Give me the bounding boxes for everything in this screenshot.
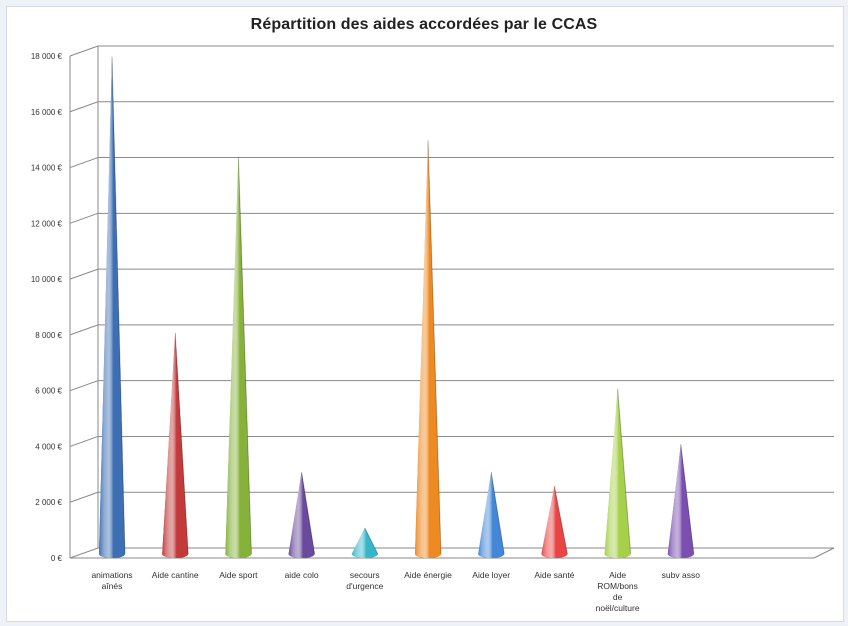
cone-6 [415,140,442,558]
gridline-side [69,157,99,169]
cone-edge [237,156,252,555]
x-category-label: subv asso [662,570,701,580]
gridline-side [69,324,99,336]
cone-shading [351,527,378,558]
cone-edge [680,444,695,555]
gridline-side [69,380,99,392]
gridline-side [69,491,99,503]
chart-cones [99,56,695,558]
y-tick-label: 6 000 € [35,387,62,396]
x-category-label: aide colo [285,570,319,580]
cone-9 [604,388,632,558]
cone-shading [415,140,441,558]
cone-2 [162,332,189,558]
gridlines [69,45,834,559]
cone-shading [99,56,125,558]
x-category-label: Aide santé [534,570,574,580]
cone-edge [301,472,316,555]
cone-edge [174,332,189,555]
y-tick-label: 4 000 € [35,442,62,451]
cone-edge [553,485,568,555]
chart-walls [69,46,835,559]
cone-10 [667,444,695,558]
cone-shading [604,388,631,558]
cone-7 [478,472,505,558]
gridline-side [69,435,99,447]
x-category-label: Aide énergie [404,570,452,580]
y-tick-label: 16 000 € [31,108,63,117]
cone-edge [111,56,126,555]
cone-shading [667,444,694,558]
x-category-label: secours d'urgence [346,570,383,591]
y-tick-label: 12 000 € [31,219,63,228]
y-tick-label: 18 000 € [31,52,63,61]
y-tick-label: 14 000 € [31,164,63,173]
gridline-side [69,547,99,559]
gridline-side [69,101,99,113]
cone-shading [162,332,189,558]
cone-4 [288,472,316,558]
cone-edge [427,140,442,555]
x-category-label: Aide cantine [152,570,199,580]
cone-shading [225,156,252,558]
y-tick-label: 0 € [51,554,63,563]
gridline-side [69,45,99,57]
y-axis-ticks: 0 € 2 000 € 4 000 € 6 000 € 8 000 € 10 000 € 1… [31,52,63,563]
cone-edge [490,472,505,555]
cone-shading [478,472,505,558]
cone-5 [351,527,379,558]
cone-8 [541,485,568,558]
y-tick-label: 2 000 € [35,498,62,507]
chart-title: Répartition des aides accordées par le C… [250,16,598,33]
floor-right-edge [813,547,835,559]
x-axis-labels: animations aînés Aide cantine Aide sport aid… [91,570,700,613]
gridline-side [69,212,99,224]
x-category-label: animations aînés [91,570,132,591]
x-category-label: Aide sport [219,570,258,580]
cone-edge [617,388,632,555]
cone-3 [225,156,252,558]
cone-shading [541,486,568,558]
cone-shading [288,472,315,558]
y-tick-label: 10 000 € [31,275,63,284]
gridline-side [69,268,99,280]
y-tick-label: 8 000 € [35,331,62,340]
cone-1 [99,56,126,558]
x-category-label: Aide loyer [472,570,510,580]
cone-edge [364,527,379,555]
x-category-label: Aide ROM/bons de noël/culture [596,570,640,613]
